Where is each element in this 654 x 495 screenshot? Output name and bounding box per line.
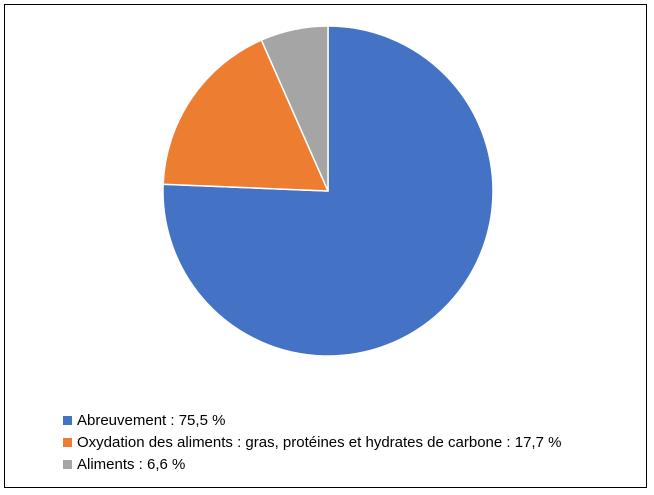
- pie-slice-aliments: [260, 25, 329, 192]
- legend-swatch-oxydation: [63, 437, 72, 447]
- legend-item-aliments: Aliments : 6,6 %: [63, 453, 561, 475]
- legend-label-oxydation: Oxydation des aliments : gras, protéines…: [77, 433, 562, 451]
- legend-item-oxydation: Oxydation des aliments : gras, protéines…: [63, 431, 561, 453]
- chart-frame: Abreuvement : 75,5 % Oxydation des alime…: [4, 4, 647, 488]
- pie-slice-abreuvement: [162, 25, 494, 357]
- legend-swatch-aliments: [63, 459, 72, 469]
- pie-chart: [162, 25, 494, 357]
- pie-slice-oxydation: [162, 39, 329, 192]
- legend-swatch-abreuvement: [63, 415, 72, 425]
- legend-label-aliments: Aliments : 6,6 %: [77, 455, 186, 473]
- legend: Abreuvement : 75,5 % Oxydation des alime…: [63, 409, 561, 475]
- legend-label-abreuvement: Abreuvement : 75,5 %: [77, 411, 226, 429]
- legend-item-abreuvement: Abreuvement : 75,5 %: [63, 409, 561, 431]
